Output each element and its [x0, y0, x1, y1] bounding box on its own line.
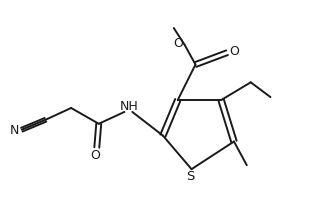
Text: O: O [173, 37, 183, 50]
Text: O: O [229, 45, 239, 58]
Text: N: N [10, 124, 20, 137]
Text: S: S [186, 170, 195, 183]
Text: NH: NH [120, 100, 139, 113]
Text: O: O [90, 149, 100, 162]
